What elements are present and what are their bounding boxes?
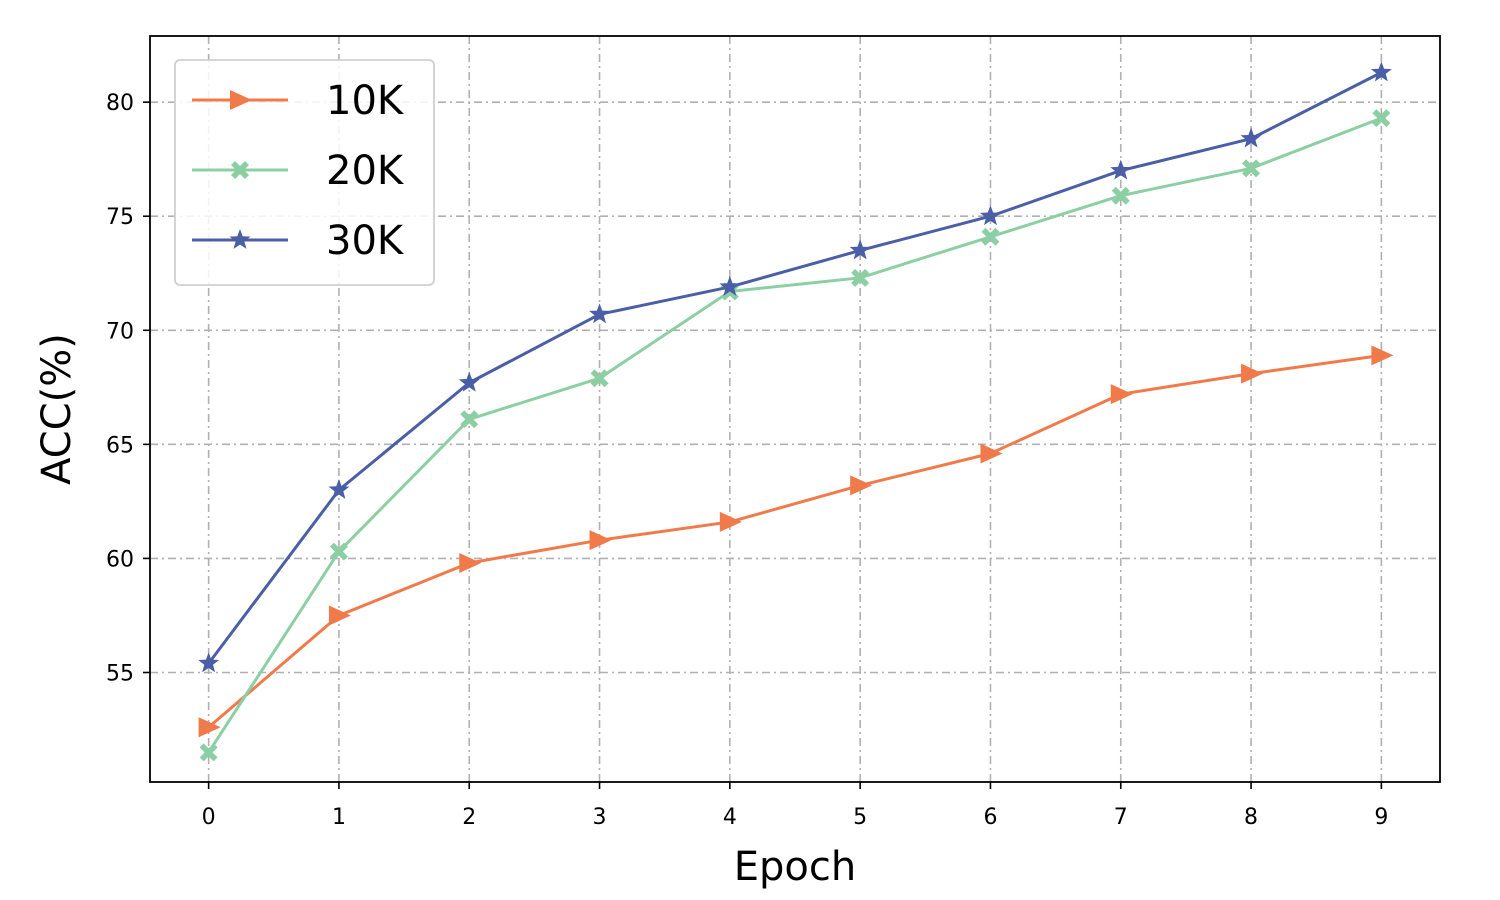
data-point-20k (1111, 186, 1130, 205)
x-tick-label: 2 (462, 805, 476, 830)
x-tick-label: 0 (202, 805, 216, 830)
data-point-20k (460, 410, 479, 429)
legend-marker-20k (231, 161, 249, 179)
series-line-10k (207, 353, 1382, 729)
data-point-20k (329, 542, 348, 561)
y-axis-label: ACC(%) (34, 333, 80, 485)
data-point-20k (981, 227, 1000, 246)
data-point-10k (850, 475, 873, 496)
data-point-10k (198, 717, 221, 738)
data-point-10k (589, 530, 612, 551)
x-tick-label: 5 (853, 805, 867, 830)
y-tick-label: 65 (106, 433, 134, 458)
y-axis-ticks: 55 60 65 70 75 80 (106, 91, 150, 686)
plot-frame (149, 35, 1441, 783)
series-10k (198, 345, 1394, 738)
y-tick-label: 55 (106, 661, 134, 686)
data-point-30k (198, 652, 220, 673)
data-point-30k (849, 239, 871, 260)
data-point-20k (590, 369, 609, 388)
data-point-20k (1242, 159, 1261, 178)
data-point-20k (851, 268, 870, 287)
data-point-30k (1240, 127, 1262, 148)
x-tick-label: 6 (983, 805, 997, 830)
data-point-10k (328, 605, 351, 626)
x-tick-label: 9 (1374, 805, 1388, 830)
y-tick-label: 60 (106, 547, 134, 572)
data-point-10k (1371, 345, 1394, 366)
data-point-20k (1372, 109, 1391, 128)
data-point-30k (589, 303, 611, 324)
data-point-30k (979, 205, 1001, 226)
data-point-20k (199, 743, 218, 762)
data-point-30k (458, 371, 480, 392)
series-line-20k (207, 116, 1382, 754)
series-layer (198, 61, 1394, 762)
legend-label-10k: 10K (326, 78, 405, 124)
data-point-30k (328, 478, 350, 499)
legend-marker-30k (229, 229, 251, 249)
legend-label-30k: 30K (326, 218, 405, 264)
data-point-10k (980, 443, 1003, 464)
legend-marker-10k (230, 90, 252, 110)
grid (150, 36, 1440, 782)
y-tick-label: 80 (106, 91, 134, 116)
x-tick-label: 1 (332, 805, 346, 830)
data-point-30k (719, 275, 741, 296)
x-tick-label: 8 (1244, 805, 1258, 830)
data-point-10k (1241, 363, 1264, 384)
data-point-30k (1370, 61, 1392, 82)
x-tick-label: 3 (593, 805, 607, 830)
y-tick-label: 70 (106, 319, 134, 344)
x-tick-label: 4 (723, 805, 737, 830)
x-tick-label: 7 (1114, 805, 1128, 830)
data-point-10k (1110, 384, 1133, 405)
legend-frame (174, 59, 435, 286)
x-axis-ticks: 0 1 2 3 4 5 6 7 8 9 (202, 782, 1388, 830)
data-point-10k (719, 511, 742, 532)
legend: 10K 20K 30K (174, 59, 435, 286)
y-tick-label: 75 (106, 205, 134, 230)
data-point-10k (459, 552, 482, 573)
series-30k (198, 61, 1392, 673)
x-axis-label: Epoch (734, 844, 856, 890)
series-line-30k (207, 71, 1383, 665)
data-point-30k (1110, 159, 1132, 180)
legend-label-20k: 20K (326, 148, 405, 194)
